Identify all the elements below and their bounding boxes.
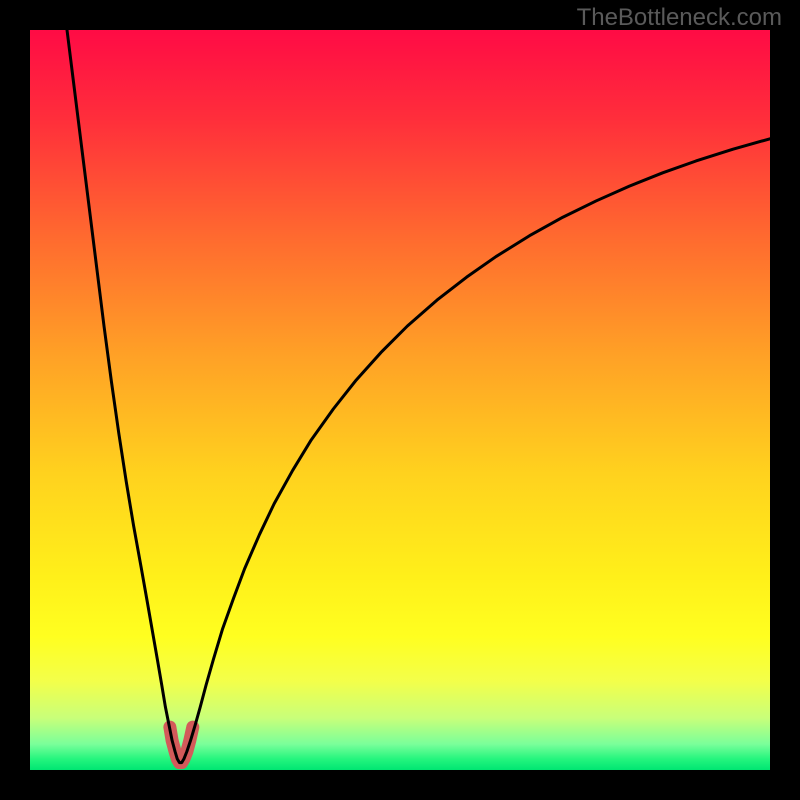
plot-area — [30, 30, 770, 770]
watermark-text: TheBottleneck.com — [577, 4, 782, 32]
chart-root: TheBottleneck.com — [0, 0, 800, 800]
curve-layer — [30, 30, 770, 770]
bottleneck-curve — [67, 30, 770, 763]
